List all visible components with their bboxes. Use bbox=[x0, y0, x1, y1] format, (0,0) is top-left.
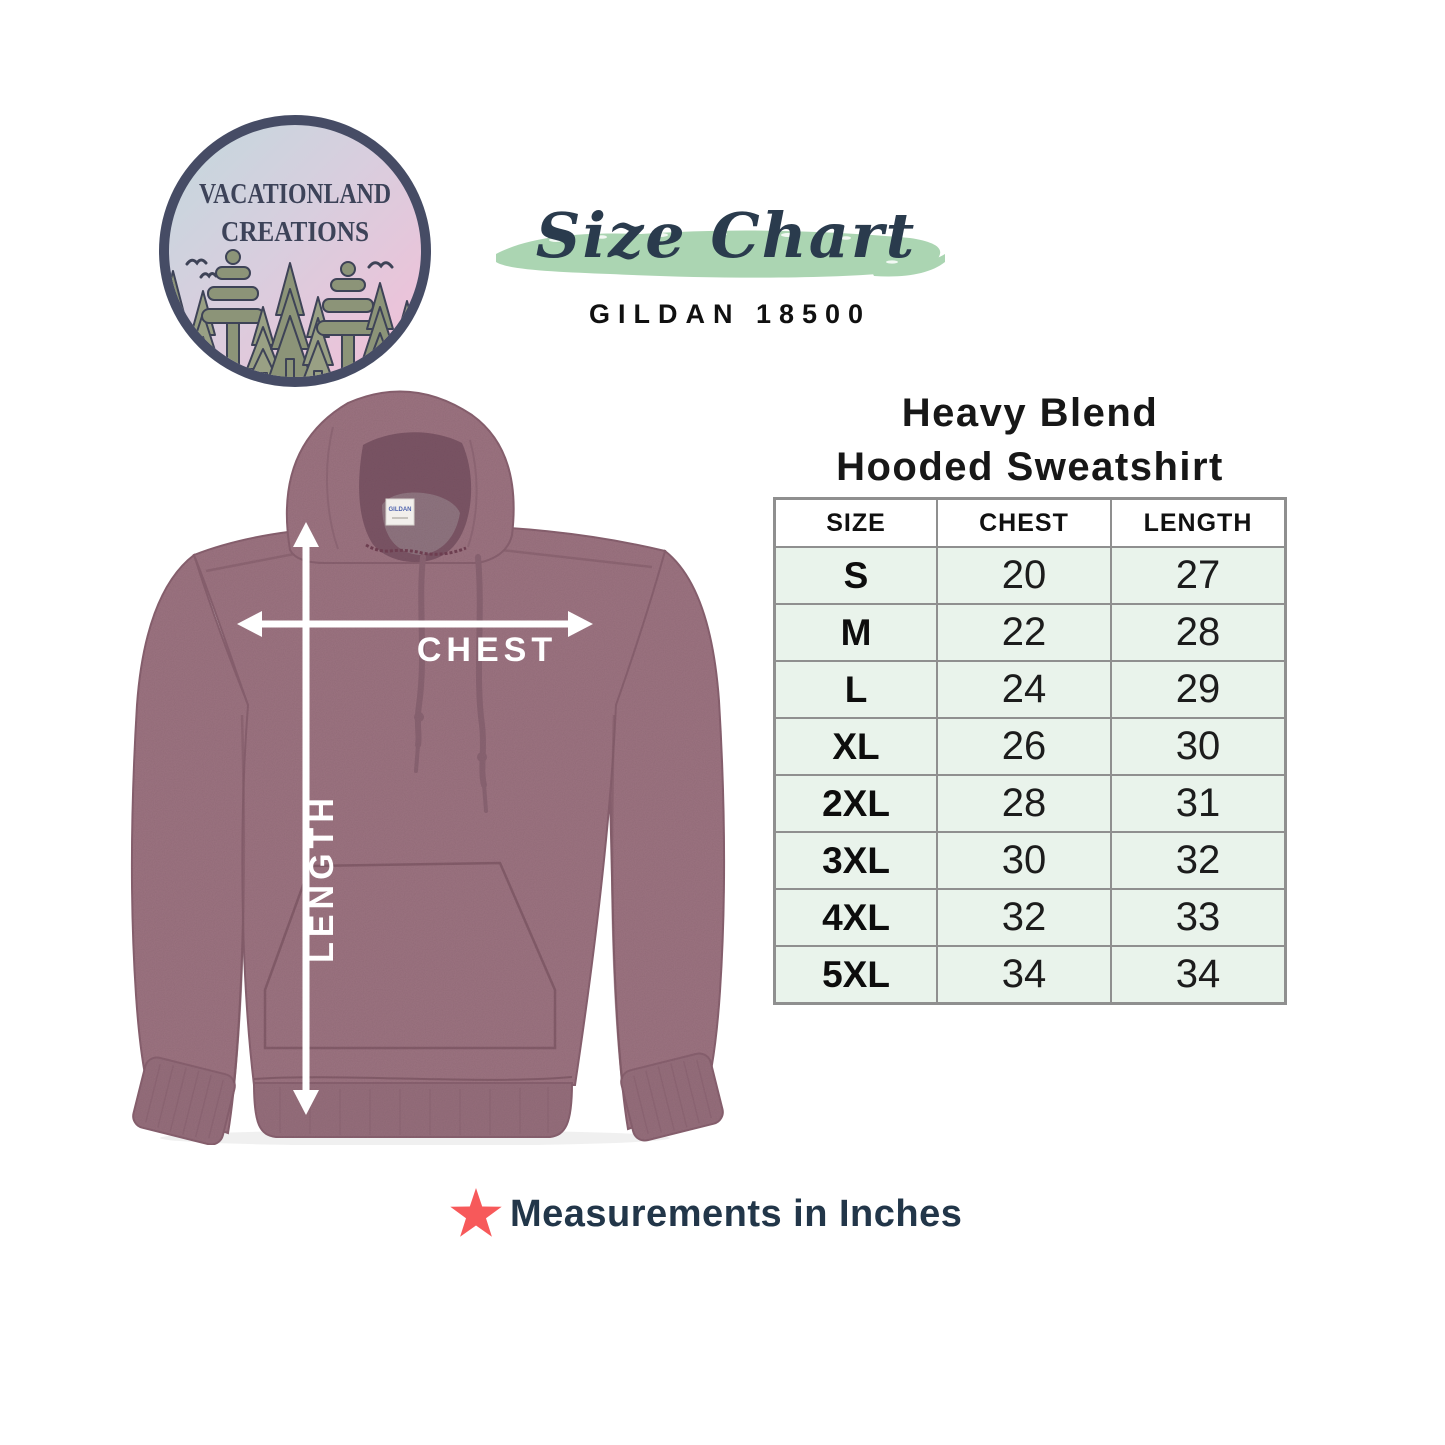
cell-chest: 30 bbox=[936, 831, 1112, 890]
length-arrow-label: LENGTH bbox=[303, 793, 341, 963]
seam-lines bbox=[205, 547, 653, 1084]
table-row: M 22 28 bbox=[773, 603, 1287, 662]
bird-icon bbox=[185, 258, 394, 279]
cell-length: 30 bbox=[1110, 717, 1287, 776]
cell-size: 3XL bbox=[773, 831, 938, 890]
star-icon bbox=[450, 1188, 502, 1237]
page-subtitle: GILDAN 18500 bbox=[588, 299, 872, 329]
pine-tree bbox=[298, 296, 338, 377]
table-header-row: SIZE CHEST LENGTH bbox=[773, 497, 1287, 548]
hoodie-hem bbox=[252, 1076, 574, 1138]
table-row: 4XL 32 33 bbox=[773, 888, 1287, 947]
cell-size: 4XL bbox=[773, 888, 938, 947]
cell-length: 31 bbox=[1110, 774, 1287, 833]
cell-chest: 32 bbox=[936, 888, 1112, 947]
cell-size: L bbox=[773, 660, 938, 719]
cell-chest: 20 bbox=[936, 546, 1112, 605]
hood-folds bbox=[325, 426, 478, 550]
product-heading-line2: Hooded Sweatshirt bbox=[836, 445, 1224, 489]
pine-tree bbox=[266, 262, 314, 377]
cell-chest: 34 bbox=[936, 945, 1112, 1005]
hoodie-cuff bbox=[132, 1052, 724, 1145]
neck-tag-text: GILDAN bbox=[389, 507, 412, 513]
collar-stitch bbox=[365, 543, 467, 556]
cell-length: 28 bbox=[1110, 603, 1287, 662]
size-table: SIZE CHEST LENGTH S 20 27 M 22 28 L bbox=[773, 497, 1287, 1005]
kangaroo-pocket bbox=[263, 861, 557, 1050]
cell-chest: 24 bbox=[936, 660, 1112, 719]
table-row: S 20 27 bbox=[773, 546, 1287, 605]
hoodie-measurement-diagram: GILDAN CHEST LENGTH bbox=[130, 390, 726, 1145]
logo-text-line1: VACATIONLAND bbox=[199, 179, 391, 210]
column-header-chest: CHEST bbox=[936, 497, 1112, 548]
cell-length: 32 bbox=[1110, 831, 1287, 890]
footnote-text: Measurements in Inches bbox=[510, 1192, 963, 1235]
hoodie-sleeves bbox=[130, 549, 726, 1135]
cell-length: 29 bbox=[1110, 660, 1287, 719]
column-header-size: SIZE bbox=[773, 497, 938, 548]
cell-size: 2XL bbox=[773, 774, 938, 833]
table-row: 3XL 30 32 bbox=[773, 831, 1287, 890]
table-row: L 24 29 bbox=[773, 660, 1287, 719]
logo-text-line2: CREATIONS bbox=[221, 217, 369, 248]
cell-chest: 22 bbox=[936, 603, 1112, 662]
cell-size: 5XL bbox=[773, 945, 938, 1005]
drawstrings bbox=[414, 554, 488, 813]
table-row: XL 26 30 bbox=[773, 717, 1287, 776]
brand-logo: VACATIONLAND CREATIONS bbox=[159, 115, 431, 387]
product-heading-line1: Heavy Blend bbox=[901, 391, 1159, 435]
cell-chest: 26 bbox=[936, 717, 1112, 776]
cell-size: M bbox=[773, 603, 938, 662]
product-heading: Heavy Blend Hooded Sweatshirt bbox=[780, 386, 1280, 494]
brush-stroke bbox=[490, 230, 945, 278]
cell-length: 27 bbox=[1110, 546, 1287, 605]
table-row: 2XL 28 31 bbox=[773, 774, 1287, 833]
column-header-length: LENGTH bbox=[1110, 497, 1287, 548]
cell-length: 33 bbox=[1110, 888, 1287, 947]
table-row: 5XL 34 34 bbox=[773, 945, 1287, 1005]
cell-size: S bbox=[773, 546, 938, 605]
cell-chest: 28 bbox=[936, 774, 1112, 833]
cell-size: XL bbox=[773, 717, 938, 776]
length-arrow bbox=[293, 522, 319, 1115]
neck-tag bbox=[385, 498, 415, 526]
cell-length: 34 bbox=[1110, 945, 1287, 1005]
footnote: Measurements in Inches bbox=[448, 1186, 962, 1242]
chest-arrow-label: CHEST bbox=[417, 631, 557, 669]
page-title: Size Chart bbox=[535, 199, 917, 272]
